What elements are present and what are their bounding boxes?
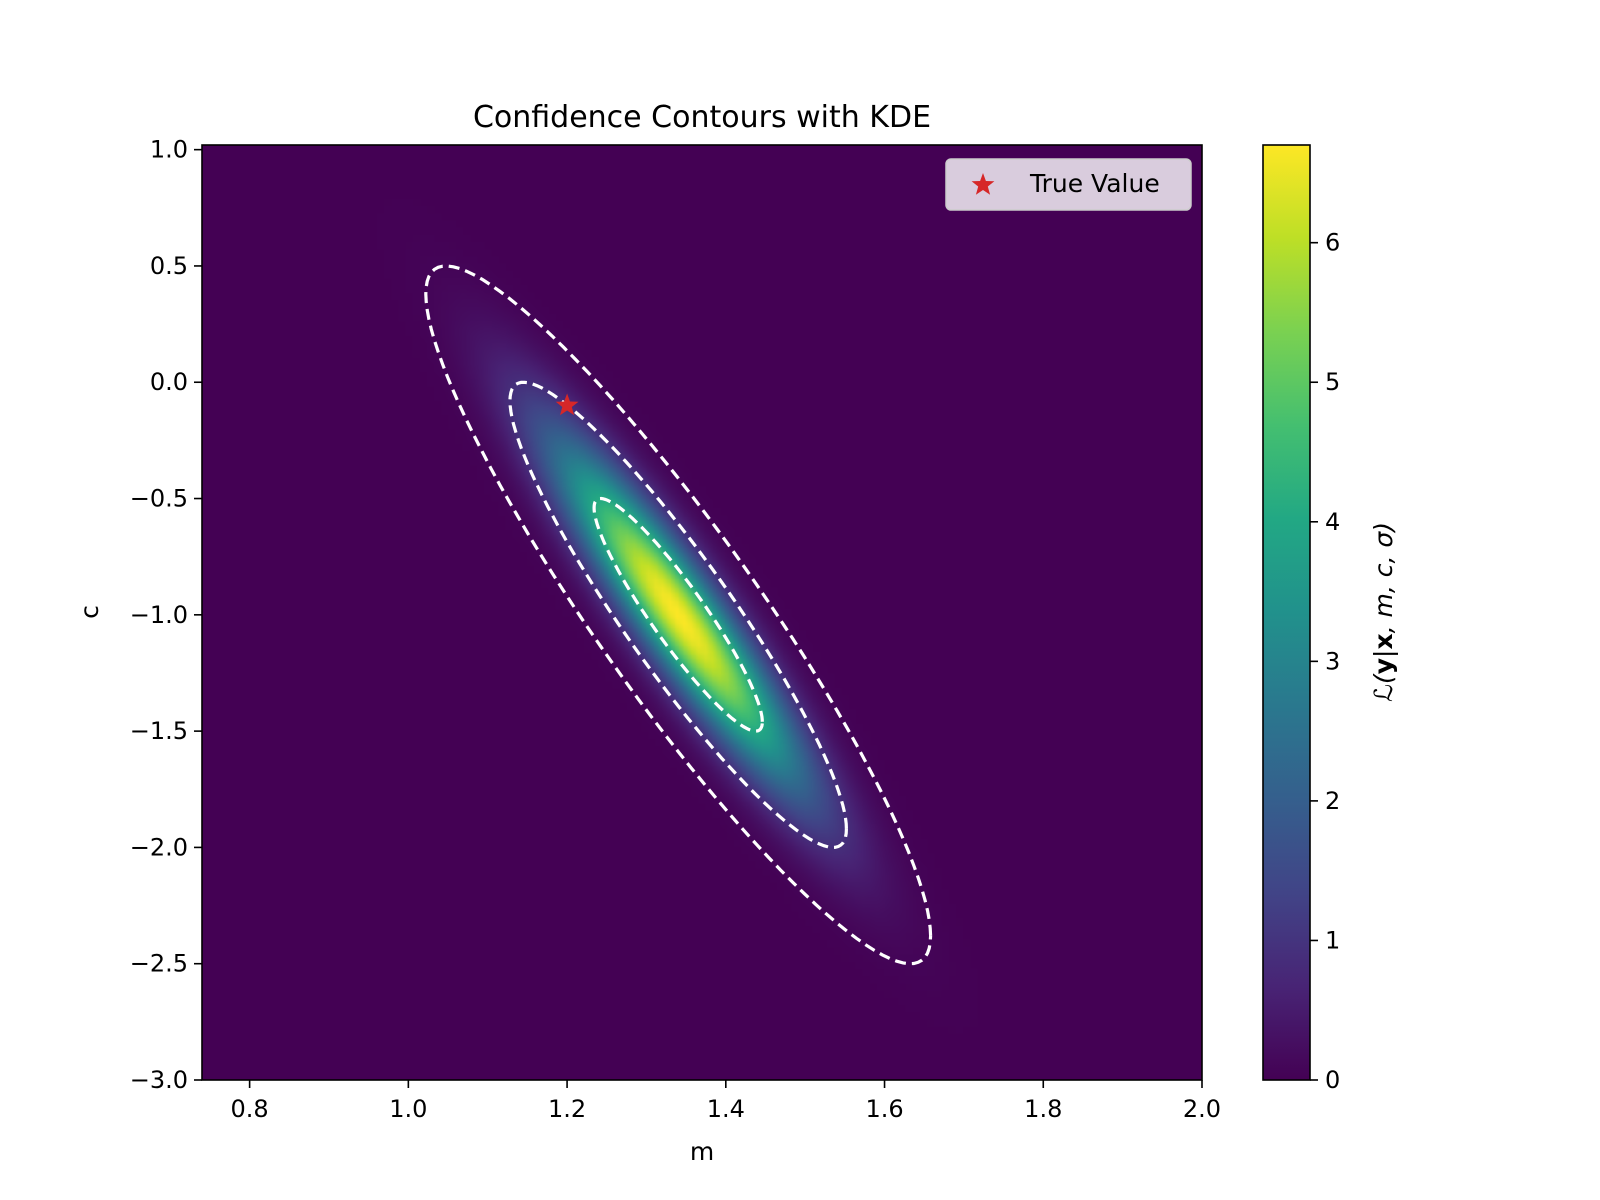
x-tick-label: 1.4 [707,1095,745,1123]
y-tick-label: −2.0 [130,833,188,861]
legend-box [945,158,1192,211]
y-axis-ticks: 1.0 0.5 0.0 −0.5 −1.0 −1.5 −2.0 −2.5 −3.0 [130,136,202,1094]
y-tick-label: −0.5 [130,485,188,513]
y-tick-label: −1.0 [130,601,188,629]
legend-star-icon [971,173,995,195]
true-value-layer [555,393,579,416]
colorbar-tick-label: 3 [1325,647,1340,675]
x-tick-label: 2.0 [1183,1095,1221,1123]
x-tick-label: 1.6 [865,1095,903,1123]
y-tick-label: 0.5 [150,252,188,280]
colorbar: 0 1 2 3 4 5 6 ℒ(y|x, m, c, σ) [1262,144,1398,1094]
y-tick-label: −3.0 [130,1066,188,1094]
colorbar-ticks: 0 1 2 3 4 5 6 [1310,229,1340,1094]
plot-area [201,144,1203,1081]
x-tick-label: 1.8 [1024,1095,1062,1123]
colorbar-tick-label: 5 [1325,368,1340,396]
y-tick-label: −1.5 [130,717,188,745]
colorbar-label: ℒ(y|x, m, c, σ) [1369,522,1398,702]
y-axis-label: c [75,605,104,619]
legend: True Value [945,158,1192,211]
colorbar-tick-label: 2 [1325,787,1340,815]
contour-layer [424,264,933,966]
legend-entry-true-value: True Value [1029,169,1160,198]
y-tick-label: −2.5 [130,950,188,978]
colorbar-tick-label: 0 [1325,1066,1340,1094]
true-value-star-marker [555,393,579,416]
chart-title: Confidence Contours with KDE [473,100,931,135]
y-tick-label: 0.0 [150,368,188,396]
colorbar-tick-label: 6 [1325,229,1340,257]
contour-1-sigma [592,496,764,733]
y-tick-label: 1.0 [150,136,188,164]
plot-frame [201,144,1203,1081]
x-axis-label: m [690,1137,714,1166]
colorbar-gradient [1262,144,1311,1081]
x-tick-label: 1.0 [389,1095,427,1123]
contour-2-sigma [508,380,848,850]
contour-3-sigma [424,264,933,966]
colorbar-tick-label: 1 [1325,926,1340,954]
x-tick-label: 0.8 [231,1095,269,1123]
colorbar-tick-label: 4 [1325,508,1340,536]
x-axis-ticks: 0.8 1.0 1.2 1.4 1.6 1.8 2.0 [231,1080,1221,1123]
density-heatmap [202,145,1202,1080]
x-tick-label: 1.2 [548,1095,586,1123]
